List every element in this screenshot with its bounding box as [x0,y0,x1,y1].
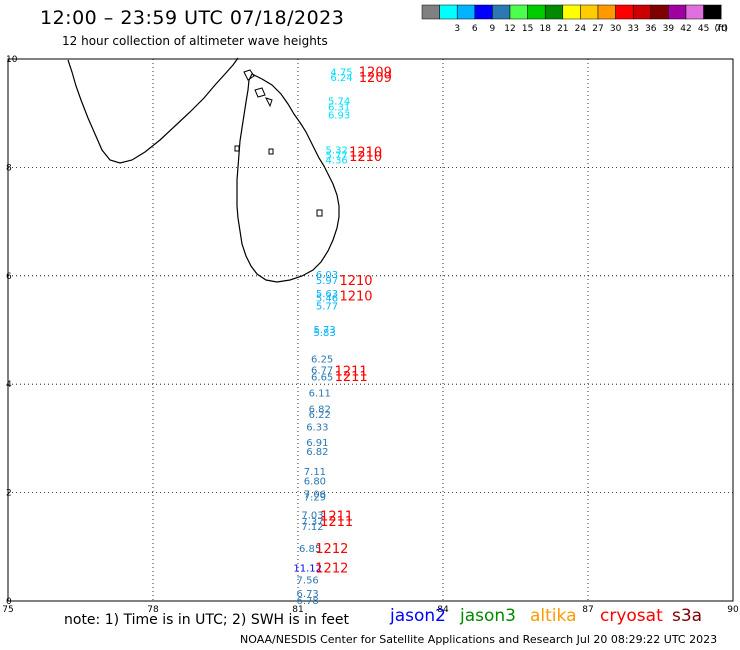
time-label: 1209 [359,65,392,80]
inland-lake [268,148,274,155]
footer-note: note: 1) Time is in UTC; 2) SWH is in fe… [64,612,350,628]
x-tick-label: 84 [437,605,449,615]
legend-tick-label: 30 [610,24,622,34]
wave-height-value: 5.83 [313,328,335,339]
y-tick-label: 0 [6,597,12,607]
legend-tick-label: 9 [490,24,496,34]
wave-height-value: 6.33 [306,422,328,433]
wave-height-value: 7.12 [301,522,323,533]
wave-height-value: 5.32 [326,146,348,157]
india-coastline [67,57,239,164]
page-subtitle: 12 hour collection of altimeter wave hei… [62,34,328,48]
time-label: 1211 [335,370,368,385]
wave-height-value: 6.82 [309,405,331,416]
time-label: 1211 [335,365,368,380]
wave-height-value: 7.29 [304,492,326,503]
wave-height-value: 6.25 [311,355,333,366]
credit-line: NOAA/NESDIS Center for Satellite Applica… [240,633,718,646]
time-label: 1210 [339,289,372,304]
legend-tick-label: 39 [663,24,675,34]
time-label: 1210 [349,150,382,165]
wave-height-value: 7.03 [301,510,323,521]
wave-height-value: 6.91 [306,438,328,449]
page-title: 12:00 – 23:59 UTC 07/18/2023 [40,7,345,29]
legend-tick-label: 27 [592,24,603,34]
wave-height-value: 6.82 [306,447,328,458]
wave-height-value: 6.78 [297,596,319,607]
legend-unit: (ft) [714,24,728,34]
mission-label: jason2 [390,606,446,626]
wave-height-value: 6.73 [297,589,319,600]
wave-height-value: 5.97 [316,276,338,287]
wave-height-value: 4.75 [330,67,352,78]
mission-label: jason3 [460,606,516,626]
wave-height-value: 6.80 [304,477,326,488]
inland-lake [316,209,323,217]
wave-height-value: 6.65 [311,373,333,384]
time-label: 1211 [320,515,353,530]
legend-tick-label: 42 [680,24,691,34]
y-tick-label: 6 [6,272,12,282]
jaffna-islands [243,69,273,108]
wave-height-value: 6.24 [330,73,352,84]
time-label: 1212 [315,542,348,557]
wave-height-value: 7.11 [304,467,326,478]
x-tick-label: 90 [727,605,739,615]
wave-height-value: 5.74 [328,97,350,108]
wave-height-value: 5.77 [316,302,338,313]
y-tick-label: 8 [6,163,12,173]
wave-height-value: 7.56 [297,575,319,586]
wave-height-value: 5.77 [326,150,348,161]
wave-height-value: 7.06 [304,490,326,501]
wave-height-value: 5.63 [316,289,338,300]
legend-tick-label: 45 [698,24,709,34]
sri-lanka-coastline [236,73,340,283]
wave-height-value: 7.37 [301,517,323,528]
wave-height-value: 6.31 [328,103,350,114]
legend-tick-label: 6 [472,24,478,34]
mission-label: altika [530,606,577,626]
wave-height-value: 6.03 [316,270,338,281]
wave-height-value: 6.85 [299,544,321,555]
wave-height-value: 6.22 [309,410,331,421]
x-tick-label: 81 [292,605,303,615]
x-tick-label: 87 [582,605,593,615]
time-label: 1210 [349,146,382,161]
time-label: 1211 [320,509,353,524]
wave-height-value: 6.77 [311,366,333,377]
x-tick-label: 75 [2,605,13,615]
y-tick-label: 2 [6,489,12,499]
wave-height-value: 11.12 [293,563,322,574]
mission-label: s3a [672,606,703,626]
mission-label: cryosat [600,606,663,626]
legend-swatch [703,4,722,20]
legend-tick-label: 36 [645,24,657,34]
legend-tick-label: 15 [522,24,533,34]
legend-tick-label: 18 [539,24,551,34]
legend-tick-label: 33 [627,24,638,34]
wave-height-value: 5.73 [313,325,335,336]
inland-lake [234,145,240,152]
y-tick-label: 4 [6,380,12,390]
time-label: 1212 [315,561,348,576]
wave-height-value: 5.46 [316,293,338,304]
y-tick-label: 10 [6,55,18,65]
wave-height-value: 4.36 [326,155,348,166]
wave-height-value: 6.93 [328,110,350,121]
color-legend: 3 6 9 12 15 18 21 24 27 30 33 36 39 42 45 70(ft) [421,4,728,34]
legend-tick-label: 21 [557,24,568,34]
x-tick-label: 78 [147,605,159,615]
wave-height-value: 6.11 [309,388,331,399]
legend-tick-label: 12 [504,24,515,34]
legend-tick-label: 3 [454,24,460,34]
map-frame [7,58,734,602]
time-label: 1209 [359,71,392,86]
time-label: 1210 [339,274,372,289]
legend-tick-label: 70 [715,24,727,34]
legend-tick-label: 24 [575,24,587,34]
